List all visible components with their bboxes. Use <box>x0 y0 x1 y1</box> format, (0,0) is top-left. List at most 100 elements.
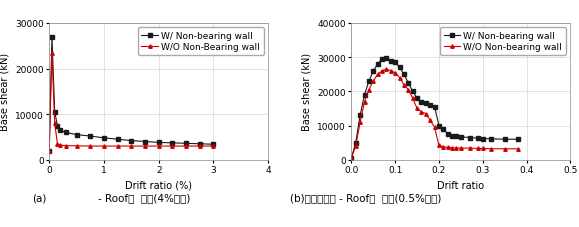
W/O Non-Bearing wall <box>101 145 108 148</box>
W/ Non-bearing wall <box>440 128 447 131</box>
W/ Non-bearing wall <box>210 143 217 146</box>
W/ Non-bearing wall <box>479 138 486 140</box>
Line: W/ Non-bearing wall: W/ Non-bearing wall <box>350 57 519 160</box>
W/O Non-bearing wall <box>401 84 408 86</box>
W/O Non-bearing wall <box>427 119 434 122</box>
W/ Non-bearing wall <box>348 157 355 160</box>
W/O Non-bearing wall <box>352 145 359 148</box>
Legend: W/ Non-bearing wall, W/O Non-Bearing wall: W/ Non-bearing wall, W/O Non-Bearing wal… <box>138 28 263 56</box>
Line: W/O Non-Bearing wall: W/O Non-Bearing wall <box>47 52 215 153</box>
W/ Non-bearing wall <box>182 142 189 145</box>
W/ Non-bearing wall <box>401 74 408 76</box>
W/O Non-bearing wall <box>418 111 425 114</box>
W/ Non-bearing wall <box>379 58 386 61</box>
W/ Non-bearing wall <box>501 138 508 141</box>
W/O Non-bearing wall <box>514 148 521 151</box>
W/O Non-bearing wall <box>422 113 429 115</box>
W/ Non-bearing wall <box>361 94 368 97</box>
W/O Non-bearing wall <box>409 97 416 100</box>
W/ Non-bearing wall <box>396 67 403 69</box>
W/ Non-bearing wall <box>514 138 521 141</box>
W/ Non-bearing wall <box>387 60 394 63</box>
W/O Non-Bearing wall <box>46 150 53 152</box>
W/ Non-bearing wall <box>54 125 61 127</box>
W/O Non-bearing wall <box>479 148 486 150</box>
W/O Non-Bearing wall <box>128 145 135 148</box>
W/ Non-bearing wall <box>444 133 451 136</box>
W/ Non-bearing wall <box>169 142 176 145</box>
W/ Non-bearing wall <box>352 142 359 144</box>
W/O Non-bearing wall <box>449 147 456 150</box>
W/ Non-bearing wall <box>141 141 148 143</box>
W/O Non-Bearing wall <box>49 52 56 55</box>
W/O Non-bearing wall <box>466 147 473 150</box>
W/O Non-bearing wall <box>348 157 355 160</box>
W/ Non-bearing wall <box>449 135 456 138</box>
W/O Non-Bearing wall <box>87 145 94 148</box>
W/ Non-bearing wall <box>457 136 464 138</box>
W/O Non-bearing wall <box>444 146 451 149</box>
W/O Non-bearing wall <box>453 147 460 150</box>
W/ Non-bearing wall <box>413 97 420 100</box>
W/ Non-bearing wall <box>196 143 203 146</box>
W/O Non-bearing wall <box>475 148 482 150</box>
W/O Non-Bearing wall <box>62 145 69 147</box>
W/ Non-bearing wall <box>453 136 460 138</box>
W/ Non-bearing wall <box>101 137 108 140</box>
W/ Non-bearing wall <box>475 137 482 140</box>
W/ Non-bearing wall <box>73 134 80 136</box>
W/O Non-bearing wall <box>391 72 398 74</box>
W/O Non-bearing wall <box>488 148 495 151</box>
Text: (a): (a) <box>32 192 46 202</box>
W/O Non-Bearing wall <box>169 145 176 148</box>
W/ Non-bearing wall <box>128 140 135 142</box>
W/O Non-bearing wall <box>357 121 364 124</box>
W/ Non-bearing wall <box>405 82 412 85</box>
W/ Non-bearing wall <box>374 63 381 66</box>
W/O Non-Bearing wall <box>182 145 189 148</box>
W/ Non-bearing wall <box>427 104 434 107</box>
W/O Non-bearing wall <box>413 108 420 110</box>
W/O Non-bearing wall <box>374 74 381 76</box>
W/O Non-bearing wall <box>383 69 390 71</box>
X-axis label: Drift ratio (%): Drift ratio (%) <box>125 180 192 190</box>
W/ Non-bearing wall <box>87 135 94 138</box>
W/O Non-Bearing wall <box>73 145 80 148</box>
Legend: W/ Non-bearing wall, W/O Non-bearing wall: W/ Non-bearing wall, W/O Non-bearing wal… <box>440 28 566 56</box>
W/ Non-bearing wall <box>51 111 58 114</box>
W/ Non-bearing wall <box>466 137 473 139</box>
W/ Non-bearing wall <box>365 80 372 83</box>
W/O Non-bearing wall <box>387 70 394 73</box>
W/ Non-bearing wall <box>114 138 121 141</box>
Text: (b)밀면전단력 - Roof층  변위(0.5%까지): (b)밀면전단력 - Roof층 변위(0.5%까지) <box>290 192 441 202</box>
Line: W/O Non-bearing wall: W/O Non-bearing wall <box>350 68 519 160</box>
Y-axis label: Base shear (kN): Base shear (kN) <box>302 53 312 131</box>
W/O Non-bearing wall <box>370 80 377 83</box>
W/ Non-bearing wall <box>370 70 377 73</box>
W/O Non-bearing wall <box>405 89 412 91</box>
W/ Non-bearing wall <box>155 141 162 144</box>
W/ Non-bearing wall <box>422 103 429 105</box>
W/O Non-bearing wall <box>379 70 386 73</box>
W/O Non-Bearing wall <box>54 143 61 146</box>
X-axis label: Drift ratio: Drift ratio <box>437 180 485 190</box>
W/O Non-Bearing wall <box>155 145 162 148</box>
W/ Non-bearing wall <box>49 36 56 39</box>
W/ Non-bearing wall <box>357 114 364 117</box>
W/O Non-bearing wall <box>361 101 368 104</box>
W/O Non-Bearing wall <box>210 145 217 148</box>
W/ Non-bearing wall <box>418 101 425 104</box>
W/O Non-Bearing wall <box>51 122 58 125</box>
W/ Non-bearing wall <box>488 138 495 141</box>
W/ Non-bearing wall <box>57 129 64 132</box>
W/O Non-bearing wall <box>431 126 438 129</box>
Line: W/ Non-bearing wall: W/ Non-bearing wall <box>47 36 215 153</box>
Text: - Roof층  변위(4%까지): - Roof층 변위(4%까지) <box>98 192 191 202</box>
W/ Non-bearing wall <box>62 131 69 134</box>
W/O Non-Bearing wall <box>141 145 148 148</box>
W/ Non-bearing wall <box>435 125 442 127</box>
W/O Non-Bearing wall <box>196 145 203 148</box>
W/ Non-bearing wall <box>383 57 390 60</box>
W/O Non-bearing wall <box>365 89 372 91</box>
W/O Non-Bearing wall <box>57 144 64 147</box>
